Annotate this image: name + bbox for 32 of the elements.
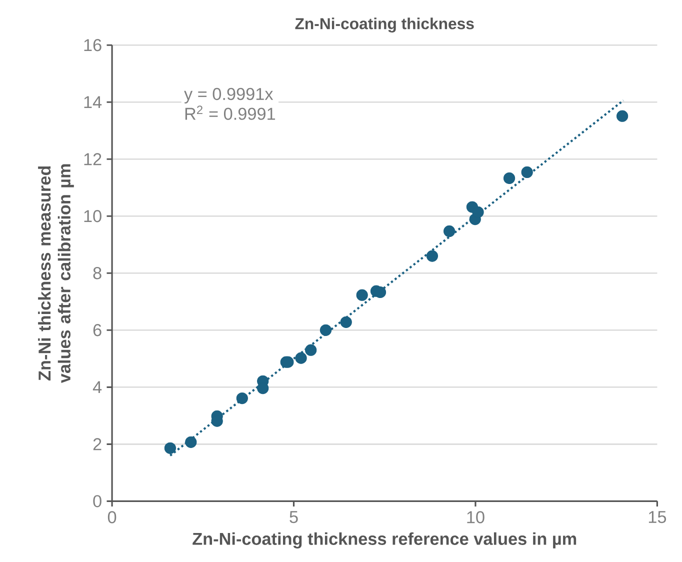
y-tick-label: 8: [93, 267, 102, 280]
x-tick-label: 0: [108, 511, 116, 524]
point: [185, 436, 197, 448]
annotation: y = 0.9991x: [184, 88, 274, 104]
y-tick-label: 6: [93, 324, 102, 336]
y-tick-label: 10: [84, 210, 102, 222]
annotation: R$^{2}$ = 0.9991: [185, 106, 276, 120]
chart-title: Zn-Ni-coating thickness: [295, 18, 474, 32]
y-axis-title: Zn-Ni thickness measured values after calibration µm: [38, 164, 74, 383]
y-tick-label: 16: [84, 38, 102, 52]
x-tick-label: 15: [648, 511, 666, 524]
x-tick-label: 5: [290, 511, 298, 524]
y-tick-label: 2: [93, 438, 102, 450]
point: [426, 250, 438, 262]
y-tick-label: 4: [92, 381, 102, 394]
point: [320, 324, 332, 336]
point: [340, 316, 352, 328]
y-tick-label: 14: [84, 96, 102, 108]
point: [616, 110, 628, 122]
point: [236, 392, 248, 404]
x-tick-label: 10: [467, 511, 484, 524]
y-tick-label: 0: [93, 495, 102, 508]
y-tick-label: 12: [84, 153, 102, 166]
point: [503, 172, 516, 184]
point: [164, 442, 176, 454]
point: [521, 166, 533, 178]
point: [356, 289, 368, 301]
x-axis-title: Zn-Ni-coating thickness reference values in µm: [192, 532, 576, 548]
point: [443, 225, 456, 238]
point: [305, 344, 317, 356]
point: [472, 206, 484, 218]
point: [295, 352, 307, 364]
